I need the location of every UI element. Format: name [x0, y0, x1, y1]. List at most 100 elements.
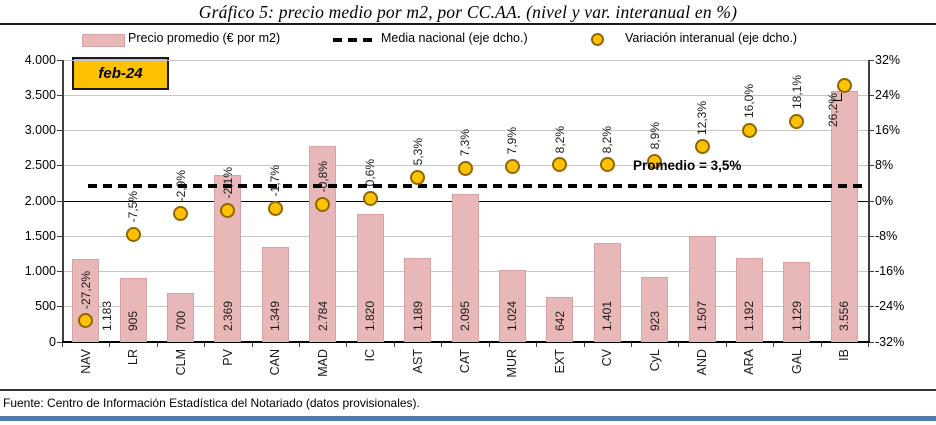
right-axis-tick: [868, 165, 874, 167]
variation-dot: [741, 123, 757, 138]
bar-value-label: 2.095: [458, 300, 472, 331]
right-axis-tick: [868, 271, 874, 272]
variation-dot: [410, 170, 426, 186]
x-axis-tick: [156, 342, 158, 347]
y-axis-tick: [57, 271, 62, 272]
variation-label: 8,9%: [647, 122, 662, 150]
variation-dot: [552, 157, 568, 173]
right-axis-label: -8%: [875, 228, 898, 243]
bottom-accent-bar: [0, 416, 936, 421]
x-axis-tick: [251, 342, 253, 347]
x-axis-tick: [393, 342, 395, 347]
variation-dot: [694, 139, 710, 155]
x-axis-tick: [678, 342, 680, 347]
y-axis-tick: [57, 341, 62, 343]
bar-value-label: 1.507: [695, 300, 710, 331]
variation-label: 7,3%: [458, 129, 472, 157]
y-axis-tick: [57, 235, 62, 237]
x-axis-tick: [820, 342, 822, 347]
bar: [119, 278, 147, 342]
bar-value-label: 2.369: [220, 300, 235, 331]
variation-dot: [599, 157, 615, 173]
category-label: PV: [220, 349, 235, 366]
variation-dot: [267, 200, 283, 216]
bar: [641, 276, 669, 342]
bar: [735, 257, 763, 342]
date-badge: feb-24: [72, 57, 169, 90]
variation-label: -1,7%: [268, 165, 283, 197]
variation-dot: [457, 161, 473, 177]
right-axis-tick: [868, 200, 874, 202]
bar-value-label: 700: [173, 310, 188, 331]
x-axis-tick: [62, 342, 63, 347]
x-axis-tick: [725, 342, 727, 347]
bar: [356, 213, 384, 342]
right-axis-label: 0%: [875, 193, 894, 208]
variation-label: -27,2%: [78, 270, 93, 309]
bar-value-label: 1.820: [363, 300, 378, 331]
y-axis-label: 0: [49, 334, 56, 349]
category-label: CV: [600, 349, 615, 367]
x-axis-tick: [868, 342, 869, 347]
variation-dot: [836, 78, 852, 94]
variation-label: 26,2%: [826, 92, 841, 127]
bar-value-label: 1.401: [600, 300, 615, 331]
x-axis-tick: [583, 342, 585, 347]
y-axis-tick: [57, 130, 62, 131]
y-axis-tick: [57, 59, 62, 61]
right-axis-tick: [868, 341, 874, 343]
variation-dot: [315, 197, 331, 213]
bar: [309, 145, 337, 342]
x-axis-tick: [109, 342, 111, 347]
right-axis-label: 32%: [875, 52, 901, 67]
bar: [830, 91, 858, 342]
category-label: AST: [410, 349, 425, 374]
x-axis-tick: [773, 342, 775, 347]
y-axis-label: 3.000: [24, 123, 56, 137]
chart-title: Gráfico 5: precio medio por m2, por CC.A…: [198, 2, 738, 22]
y-axis-label: 500: [35, 299, 56, 314]
bar-value-label: 1.349: [268, 300, 283, 331]
y-axis-tick: [57, 94, 62, 96]
x-axis-tick: [536, 342, 538, 347]
axis-line-right: [868, 60, 870, 342]
bar-swatch-icon: [82, 34, 125, 47]
bar-value-label: 3.556: [837, 300, 852, 331]
leader-line: [840, 92, 843, 102]
bar: [783, 262, 811, 342]
bar-value-label: 2.784: [315, 300, 330, 331]
dashed-line-icon: [333, 38, 373, 42]
bar-value-label: 1.192: [742, 300, 757, 331]
bar-value-label: 642: [552, 310, 567, 331]
grid-line: [62, 59, 868, 61]
right-axis-label: -24%: [875, 299, 905, 314]
variation-label: -7,5%: [126, 190, 141, 223]
y-axis-tick: [57, 200, 62, 202]
category-label: AND: [695, 349, 710, 376]
bar: [404, 258, 432, 342]
bar-value-label: 923: [647, 310, 662, 331]
right-axis-label: 8%: [875, 158, 894, 173]
bar-value-label: 1.024: [505, 300, 520, 331]
variation-label: 8,2%: [552, 125, 567, 153]
axis-line-left: [62, 60, 64, 342]
category-label: LR: [126, 349, 141, 365]
variation-dot: [125, 226, 141, 242]
category-label: IC: [363, 349, 378, 362]
bar: [261, 246, 289, 342]
variation-label: 7,9%: [505, 126, 520, 155]
variation-label: -2,1%: [220, 166, 235, 199]
y-axis-label: 1.500: [24, 228, 56, 243]
variation-label: 18,1%: [789, 75, 804, 110]
y-axis-label: 4.000: [24, 52, 56, 67]
variation-dot: [362, 190, 378, 206]
y-axis-tick: [57, 306, 62, 308]
category-label: CAT: [458, 349, 472, 374]
promedio-annotation: Promedio = 3,5%: [633, 158, 742, 173]
bar: [72, 258, 100, 342]
bar-value-label: 1.189: [410, 300, 425, 331]
variation-dot: [173, 206, 189, 222]
variation-label: 5,3%: [410, 138, 425, 166]
y-axis-tick: [57, 165, 62, 167]
